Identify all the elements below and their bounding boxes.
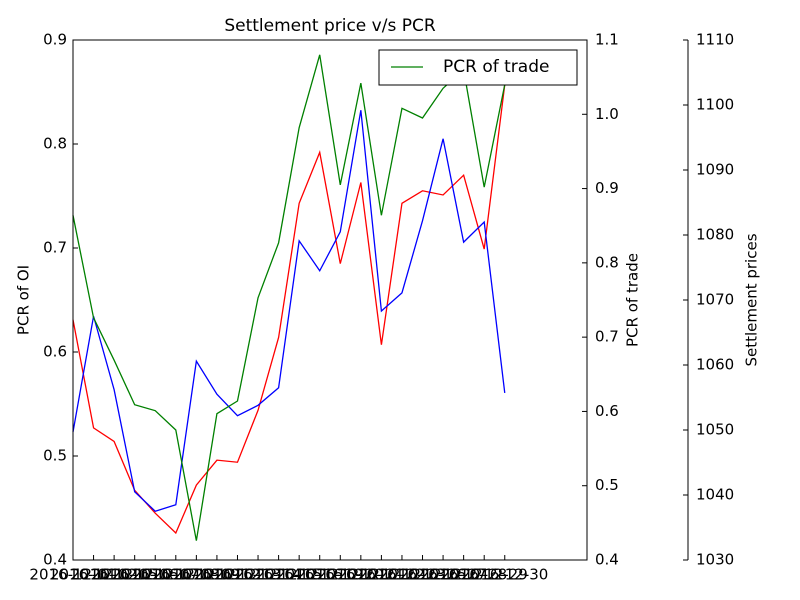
x-tick-label: 2016-12-13: [194, 566, 281, 584]
y-tick-label: 0.7: [43, 239, 67, 257]
chart-title: Settlement price v/s PCR: [224, 16, 436, 36]
series-line: [72, 110, 506, 512]
x-tick-label: 2016-12-12: [173, 566, 260, 584]
y3-tick-label: 1110: [696, 31, 734, 49]
y2-tick-label: 0.9: [595, 179, 619, 197]
x-tick-label: 2016-12-09: [153, 566, 240, 584]
x-tick-label: 2016-12-16: [256, 566, 343, 584]
series-line: [72, 54, 506, 541]
x-tick-label: 2016-12-02: [50, 566, 137, 584]
y3-tick-label: 1080: [696, 226, 734, 244]
y3-tick-label: 1070: [696, 291, 734, 309]
y-tick-label: 0.6: [43, 343, 67, 361]
y2-tick-label: 0.7: [595, 328, 619, 346]
y3-tick-label: 1060: [696, 356, 734, 374]
x-tick-label: 2016-12-06: [91, 566, 178, 584]
y3-tick-label: 1050: [696, 421, 734, 439]
y2-tick-label: 0.4: [595, 551, 619, 569]
x-tick-label: 2016-12-27: [399, 566, 486, 584]
y-tick-label: 0.8: [43, 135, 67, 153]
x-tick-label: 2016-12-08: [132, 566, 219, 584]
plot-frame: [72, 39, 588, 561]
x-tick-label: 2016-12-20: [297, 566, 384, 584]
x-tick-label: 2016-12-19: [276, 566, 363, 584]
y2-tick-label: 0.5: [595, 476, 619, 494]
x-tick-label: 2016-12-07: [112, 566, 199, 584]
y-tick-label: 0.9: [43, 31, 67, 49]
x-tick-label: 2016-12-01: [29, 566, 116, 584]
y2-tick-label: 1.0: [595, 105, 619, 123]
y-tick-label: 0.4: [43, 551, 67, 569]
x-tick-label: 2016-12-21: [317, 566, 404, 584]
x-tick-label: 2016-12-22: [338, 566, 425, 584]
x-tick-label: 2016-12-29: [441, 566, 528, 584]
x-tick-label: 2016-12-15: [235, 566, 322, 584]
x-tick-label: 2016-12-14: [214, 566, 301, 584]
y2-axis-label: PCR of trade: [624, 253, 642, 347]
y3-tick-label: 1040: [696, 486, 734, 504]
y2-tick-label: 1.1: [595, 31, 619, 49]
legend-label: PCR of trade: [443, 57, 549, 77]
y3-axis-label: Settlement prices: [743, 233, 761, 366]
y3-tick-label: 1090: [696, 161, 734, 179]
x-tick-label: 2016-12-05: [71, 566, 158, 584]
x-tick-label: 2016-12-23: [358, 566, 445, 584]
y3-tick-label: 1100: [696, 96, 734, 114]
y2-tick-label: 0.8: [595, 253, 619, 271]
y2-tick-label: 0.6: [595, 402, 619, 420]
y-axis-label: PCR of OI: [15, 265, 33, 335]
y-tick-label: 0.5: [43, 447, 67, 465]
y3-tick-label: 1030: [696, 551, 734, 569]
x-tick-label: 2016-12-26: [379, 566, 466, 584]
x-tick-label: 2016-12-28: [420, 566, 507, 584]
x-tick-label: 2016-12-30: [461, 566, 548, 584]
